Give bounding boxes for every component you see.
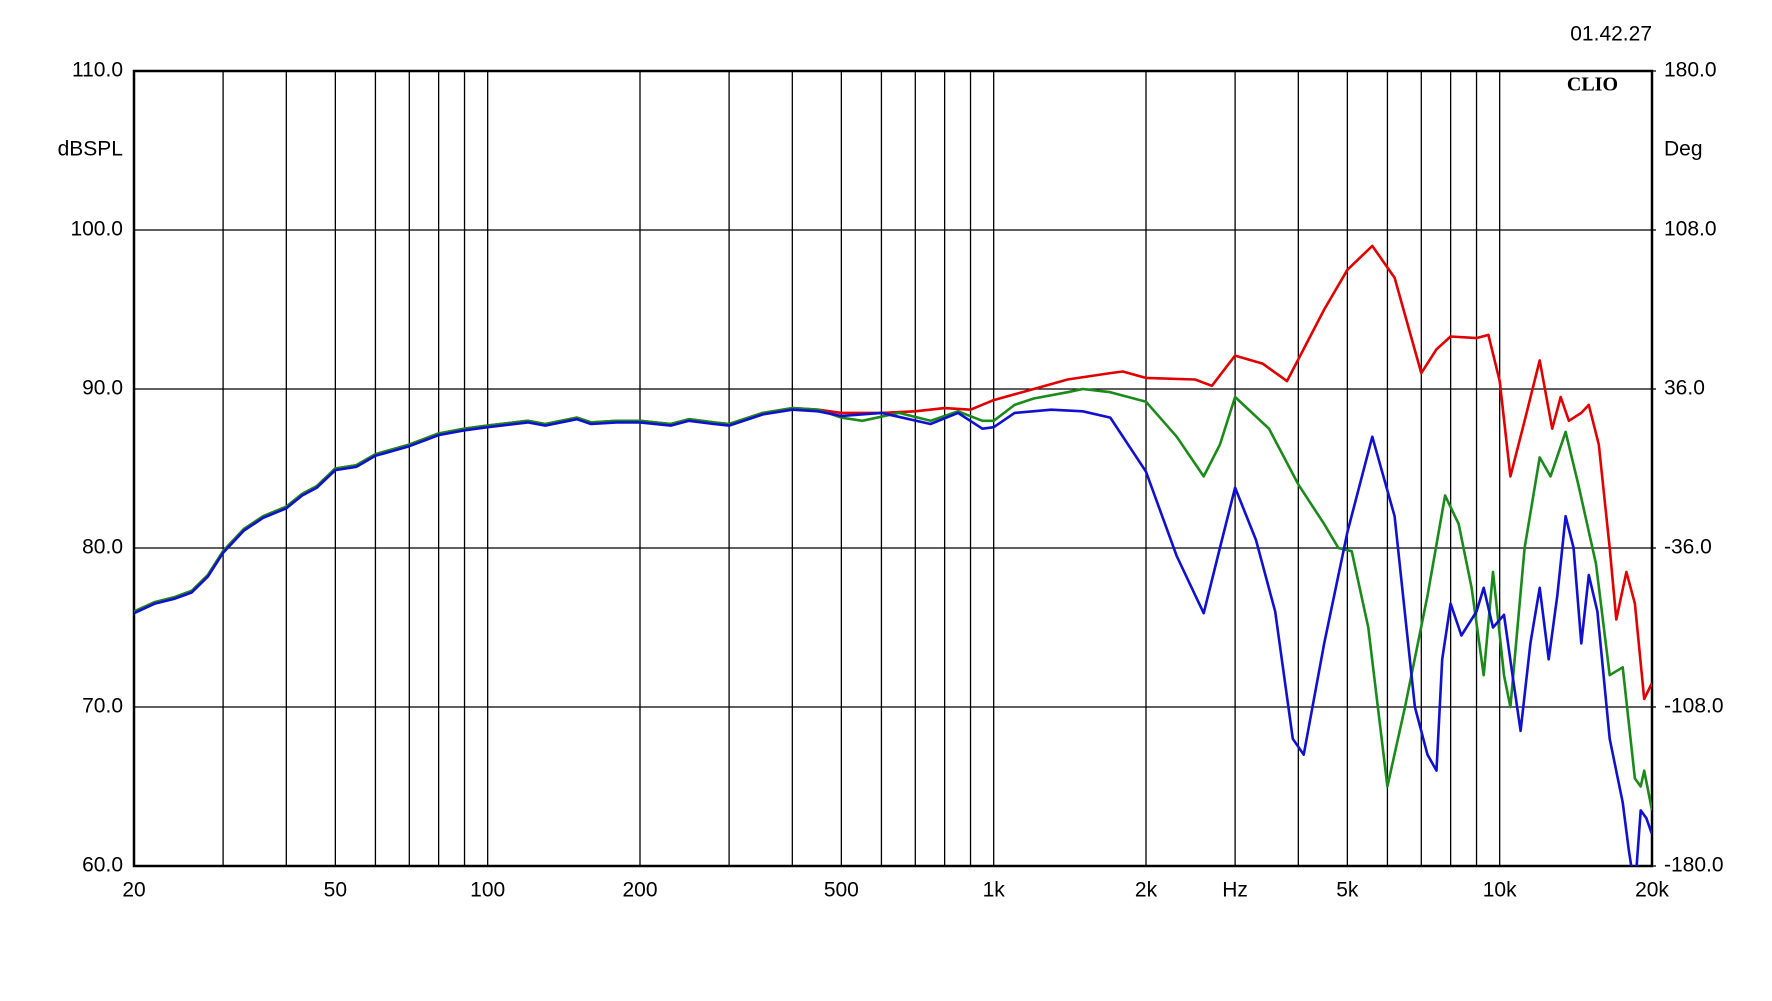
y2-tick-label: -180.0 — [1664, 854, 1724, 877]
timestamp: 01.42.27 — [1570, 23, 1652, 46]
y-tick-label: 90.0 — [82, 377, 123, 400]
series-line — [134, 387, 1652, 811]
x-tick-label: 20k — [1635, 879, 1669, 902]
plot-frame — [132, 69, 1654, 868]
y-tick-label: 80.0 — [82, 536, 123, 559]
y-axis-label: dBSPL — [58, 138, 123, 161]
x-tick-label: 50 — [324, 879, 347, 902]
x-tick-label: 1k — [983, 879, 1006, 902]
x-tick-label: 10k — [1483, 879, 1517, 902]
brand: CLIO — [1567, 74, 1618, 96]
y2-tick-label: 108.0 — [1664, 218, 1717, 241]
y2-tick-label: 180.0 — [1664, 59, 1717, 82]
x-tick-label: 100 — [470, 879, 505, 902]
x-tick-label: Hz — [1222, 879, 1248, 902]
y-tick-label: 110.0 — [72, 59, 123, 82]
y2-tick-label: -36.0 — [1664, 536, 1712, 559]
y-tick-label: 70.0 — [82, 695, 123, 718]
series-line — [134, 244, 1652, 701]
x-tick-label: 2k — [1135, 879, 1158, 902]
x-tick-label: 500 — [824, 879, 859, 902]
plot-area — [134, 244, 1652, 866]
series-line — [134, 408, 1652, 866]
y-tick-label: 100.0 — [70, 218, 123, 241]
x-tick-label: 20 — [122, 879, 145, 902]
y2-tick-label: 36.0 — [1664, 377, 1705, 400]
x-tick-label: 5k — [1336, 879, 1359, 902]
y2-axis-label: Deg — [1664, 138, 1703, 161]
y-tick-label: 60.0 — [82, 854, 123, 877]
y2-tick-label: -108.0 — [1664, 695, 1724, 718]
x-tick-label: 200 — [622, 879, 657, 902]
